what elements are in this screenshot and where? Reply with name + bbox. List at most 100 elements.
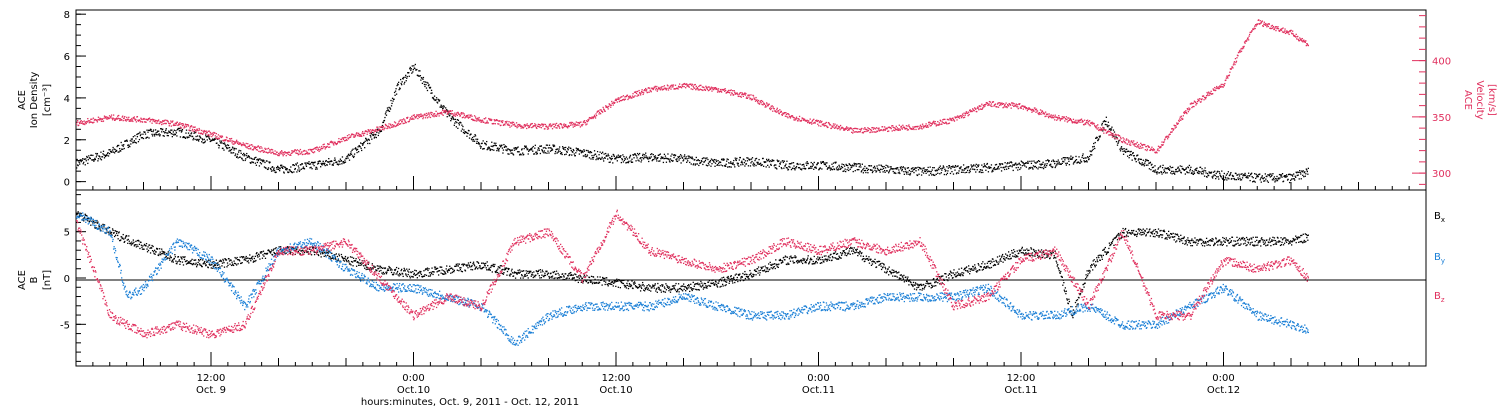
velocity-point	[501, 121, 504, 124]
density-point	[202, 139, 204, 141]
velocity-point	[360, 134, 362, 136]
density-point	[942, 167, 944, 169]
velocity-point	[906, 127, 908, 130]
velocity-point	[104, 117, 107, 119]
velocity-point	[616, 101, 618, 103]
velocity-point	[1133, 140, 1135, 142]
density-point	[775, 167, 777, 169]
velocity-point	[822, 124, 825, 126]
velocity-point	[208, 134, 210, 136]
velocity-point	[1212, 93, 1214, 95]
density-point	[303, 168, 306, 170]
density-point	[128, 144, 130, 146]
velocity-point	[557, 124, 560, 126]
density-point	[495, 144, 497, 147]
density-point	[821, 168, 823, 170]
velocity-point	[1128, 140, 1130, 142]
density-point	[1285, 174, 1288, 176]
density-point	[511, 149, 514, 151]
density-point	[432, 96, 434, 99]
density-point	[826, 168, 829, 170]
density-point	[575, 147, 577, 149]
density-point	[199, 136, 201, 138]
density-point	[1300, 173, 1302, 175]
density-point	[1254, 181, 1256, 183]
density-point	[1278, 178, 1280, 180]
density-point	[377, 128, 379, 130]
density-point	[1184, 173, 1186, 175]
velocity-point	[308, 153, 311, 155]
velocity-point	[1010, 104, 1012, 106]
density-point	[320, 166, 322, 168]
density-point	[127, 144, 129, 146]
density-point	[638, 152, 641, 155]
density-point	[659, 153, 662, 155]
velocity-point	[529, 126, 531, 128]
density-point	[350, 153, 353, 155]
velocity-point	[615, 98, 617, 100]
density-point	[605, 152, 607, 155]
density-point	[454, 118, 456, 121]
density-point	[385, 114, 388, 116]
velocity-point	[919, 124, 922, 126]
velocity-point	[734, 91, 736, 94]
density-point	[150, 128, 152, 131]
velocity-point	[169, 122, 171, 124]
density-point	[911, 167, 913, 170]
density-point	[635, 160, 637, 162]
density-point	[709, 160, 712, 162]
velocity-point	[1169, 133, 1171, 135]
density-point	[947, 170, 949, 172]
density-point	[471, 136, 474, 139]
density-point	[835, 161, 837, 163]
velocity-point	[568, 125, 570, 128]
velocity-point	[692, 85, 694, 87]
density-point	[1177, 166, 1179, 168]
density-point	[1037, 168, 1039, 170]
velocity-point	[538, 125, 540, 128]
velocity-point	[558, 127, 561, 129]
velocity-point	[228, 138, 231, 140]
velocity-point	[118, 114, 120, 117]
density-point	[653, 156, 655, 158]
velocity-point	[697, 88, 699, 90]
velocity-point	[930, 124, 932, 127]
density-point	[328, 161, 330, 163]
density-point	[1193, 171, 1195, 173]
velocity-point	[362, 130, 364, 133]
density-point	[120, 141, 122, 144]
density-point	[675, 158, 677, 161]
velocity-point	[407, 116, 409, 119]
density-point	[1300, 178, 1302, 180]
velocity-point	[566, 125, 568, 128]
x-tick-time: 0:00	[1212, 373, 1234, 384]
velocity-point	[473, 119, 475, 121]
density-point	[150, 130, 153, 132]
velocity-point	[655, 87, 657, 90]
velocity-point	[845, 128, 847, 130]
density-point	[505, 146, 508, 148]
velocity-point	[624, 98, 627, 100]
density-point	[1252, 181, 1254, 183]
density-point	[1270, 175, 1273, 177]
velocity-point	[115, 117, 118, 119]
velocity-point	[640, 92, 642, 94]
density-point	[267, 168, 269, 171]
velocity-point	[582, 123, 584, 126]
density-point	[140, 133, 142, 135]
velocity-point	[1200, 101, 1202, 103]
density-point	[744, 165, 746, 167]
density-point	[767, 160, 769, 162]
velocity-point	[742, 93, 744, 95]
density-point	[765, 166, 767, 168]
velocity-point	[547, 126, 549, 129]
velocity-point	[708, 86, 710, 88]
density-point	[712, 160, 715, 162]
density-point	[1244, 174, 1247, 176]
density-point	[524, 145, 526, 147]
density-point	[1005, 168, 1008, 170]
density-point	[520, 149, 523, 151]
velocity-point	[1215, 89, 1217, 91]
velocity-point	[80, 119, 82, 122]
density-point	[926, 169, 928, 171]
